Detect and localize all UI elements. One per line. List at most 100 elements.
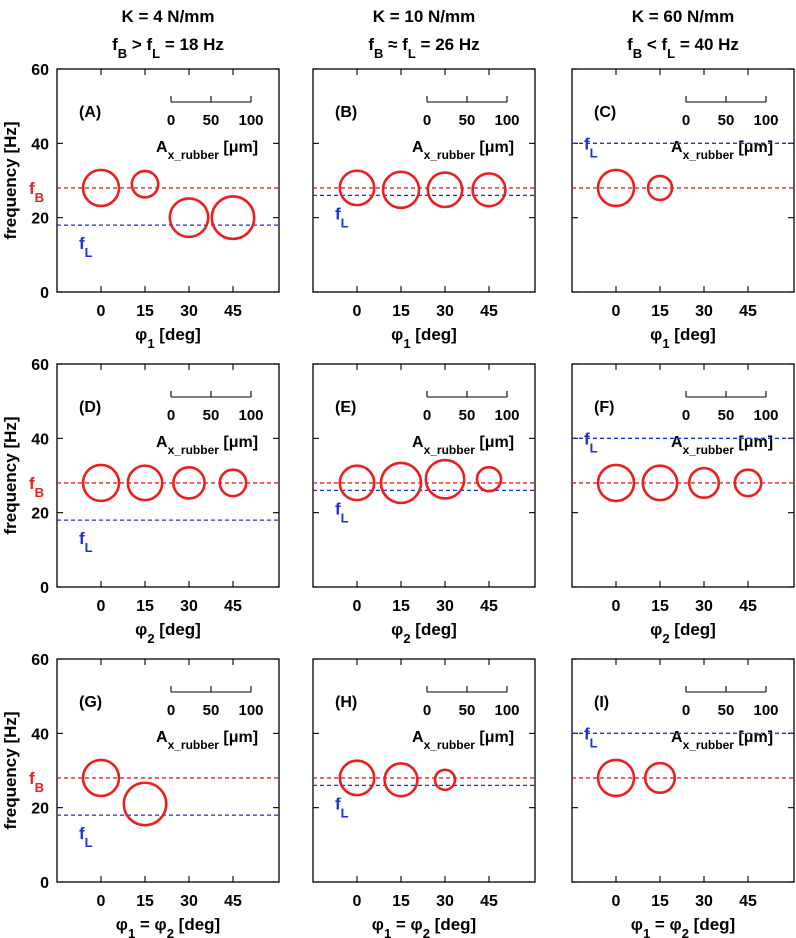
scale-tick-label: 100 [753, 407, 778, 424]
x-tick-label: 0 [612, 893, 621, 910]
y-tick-label: 0 [40, 580, 49, 597]
amplitude-scale-legend: 0 50 100 Ax_rubber [μm] [412, 96, 520, 162]
plot-frame [312, 658, 536, 883]
scale-tick-label: 0 [682, 407, 690, 424]
plot-frame [571, 363, 795, 588]
x-tick-label: 45 [480, 598, 498, 615]
data-point [218, 468, 248, 498]
x-tick-label: 45 [739, 893, 757, 910]
amplitude-scale-legend: 0 50 100 Ax_rubber [μm] [156, 391, 264, 457]
x-tick-label: 0 [353, 893, 362, 910]
scale-tick-label: 50 [718, 407, 735, 424]
data-point [475, 465, 503, 493]
x-tick-label: 15 [651, 598, 669, 615]
fl-label: fL [584, 134, 598, 160]
data-point [172, 466, 206, 500]
x-tick-label: 30 [695, 303, 713, 320]
x-axis-label: φ1 [deg] [650, 325, 716, 351]
x-tick-label: 0 [353, 598, 362, 615]
data-point [596, 168, 636, 208]
x-tick-label: 0 [97, 598, 106, 615]
scale-tick-label: 0 [423, 702, 431, 719]
y-tick-label: 20 [31, 801, 49, 818]
plot-frame [56, 68, 280, 293]
y-axis-label: frequency [Hz] [1, 416, 20, 534]
x-axis-label: φ1 [deg] [391, 325, 457, 351]
fl-label: fL [79, 234, 93, 260]
data-point [687, 466, 721, 500]
data-point [81, 758, 121, 798]
scale-tick-label: 50 [203, 407, 220, 424]
x-tick-label: 45 [224, 303, 242, 320]
scale-tick-label: 0 [423, 112, 431, 129]
scale-tick-label: 50 [718, 112, 735, 129]
panel-d: 0 20 40 60 0 15 30 45 φ2 [deg] (D) 0 50 100 Ax_rubber… [31, 357, 280, 646]
data-point [471, 172, 507, 208]
column-title-k: K = 60 N/mm [632, 7, 735, 26]
data-point [379, 461, 423, 505]
scale-axis-label: Ax_rubber [μm] [412, 139, 514, 162]
scale-tick-label: 0 [167, 407, 175, 424]
x-axis-label: φ2 [deg] [391, 620, 457, 646]
panel-label: (I) [594, 694, 609, 711]
scale-axis-label: Ax_rubber [μm] [671, 434, 773, 457]
scale-tick-label: 50 [203, 702, 220, 719]
x-tick-label: 0 [612, 303, 621, 320]
fl-label: fL [584, 724, 598, 750]
panel-label: (D) [79, 399, 101, 416]
x-tick-label: 30 [436, 893, 454, 910]
panel-label: (E) [335, 399, 356, 416]
fb-label: fB [29, 769, 44, 795]
scale-tick-label: 100 [753, 702, 778, 719]
panel-label: (C) [594, 104, 616, 121]
scale-tick-label: 100 [494, 112, 519, 129]
x-axis-label: φ1 [deg] [135, 325, 201, 351]
data-point [338, 759, 376, 797]
x-tick-label: 30 [436, 598, 454, 615]
column-title-frequency: fB > fL = 18 Hz [112, 35, 224, 61]
x-tick-label: 45 [224, 598, 242, 615]
y-tick-label: 60 [31, 357, 49, 374]
plot-frame [312, 363, 536, 588]
fl-label: fL [335, 204, 349, 230]
scale-tick-label: 0 [167, 702, 175, 719]
x-tick-label: 15 [392, 893, 410, 910]
plot-frame [56, 658, 280, 883]
scale-tick-label: 50 [459, 702, 476, 719]
plot-frame [312, 68, 536, 293]
data-point [596, 758, 636, 798]
x-tick-label: 15 [136, 598, 154, 615]
scale-axis-label: Ax_rubber [μm] [156, 434, 258, 457]
fb-label: fB [29, 474, 44, 500]
scale-tick-label: 0 [682, 112, 690, 129]
scale-axis-label: Ax_rubber [μm] [156, 729, 258, 752]
plot-frame [56, 363, 280, 588]
x-tick-label: 0 [353, 303, 362, 320]
data-point [381, 170, 421, 210]
scale-axis-label: Ax_rubber [μm] [412, 434, 514, 457]
amplitude-scale-legend: 0 50 100 Ax_rubber [μm] [671, 391, 779, 457]
x-tick-label: 15 [136, 303, 154, 320]
y-axis-label: frequency [Hz] [1, 711, 20, 829]
panel-label: (G) [79, 694, 102, 711]
data-point [130, 169, 160, 199]
x-tick-label: 45 [739, 303, 757, 320]
data-point [424, 458, 466, 500]
column-title-frequency: fB < fL = 40 Hz [627, 35, 739, 61]
data-point [81, 168, 121, 208]
scale-axis-label: Ax_rubber [μm] [412, 729, 514, 752]
y-tick-label: 40 [31, 136, 49, 153]
scale-axis-label: Ax_rubber [μm] [671, 139, 773, 162]
plot-frame [571, 68, 795, 293]
panel-e: 0 15 30 45 φ2 [deg] (E) 0 50 100 Ax_rubber [μm] fL [312, 363, 536, 646]
fl-label: fL [79, 824, 93, 850]
x-tick-label: 45 [480, 893, 498, 910]
panel-f: 0 15 30 45 φ2 [deg] (F) 0 50 100 Ax_rubber [μm] fL [571, 363, 795, 646]
scale-axis-label: Ax_rubber [μm] [156, 139, 258, 162]
data-point [641, 464, 679, 502]
scale-tick-label: 0 [682, 702, 690, 719]
